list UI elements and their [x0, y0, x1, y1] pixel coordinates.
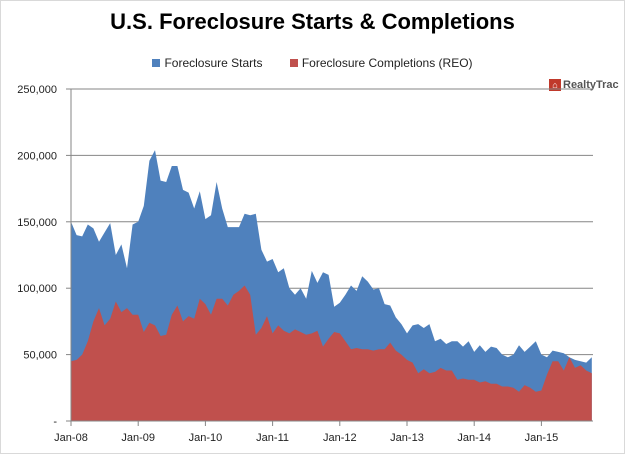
- x-tick-label: Jan-09: [121, 432, 155, 444]
- logo-text: RealtyTrac: [563, 79, 619, 91]
- legend-item-completions: Foreclosure Completions (REO): [289, 56, 473, 70]
- realtytrac-logo: ⌂ RealtyTrac: [549, 79, 619, 91]
- y-tick-label: 200,000: [17, 150, 57, 162]
- y-tick-label: 50,000: [23, 350, 57, 362]
- area-foreclosure-completions: [71, 285, 592, 421]
- legend-item-starts: Foreclosure Starts: [152, 56, 262, 70]
- house-icon: ⌂: [549, 79, 561, 91]
- chart-title: U.S. Foreclosure Starts & Completions: [110, 9, 515, 34]
- x-tick-label: Jan-14: [457, 432, 491, 444]
- x-tick-label: Jan-12: [323, 432, 357, 444]
- legend-swatch-completions: [289, 59, 298, 67]
- x-tick-label: Jan-11: [256, 432, 289, 444]
- y-tick-label: 100,000: [17, 283, 57, 295]
- legend-label-starts: Foreclosure Starts: [164, 56, 263, 70]
- legend: Foreclosure Starts Foreclosure Completio…: [1, 56, 624, 70]
- x-tick-label: Jan-08: [54, 432, 88, 444]
- legend-swatch-starts: [152, 59, 161, 67]
- x-tick-label: Jan-13: [390, 432, 424, 444]
- x-tick-label: Jan-10: [189, 432, 223, 444]
- x-tick-label: Jan-15: [525, 432, 559, 444]
- y-tick-label: -: [53, 416, 57, 428]
- legend-label-completions: Foreclosure Completions (REO): [301, 56, 473, 70]
- y-tick-label: 150,000: [17, 217, 57, 229]
- y-tick-label: 250,000: [17, 84, 57, 96]
